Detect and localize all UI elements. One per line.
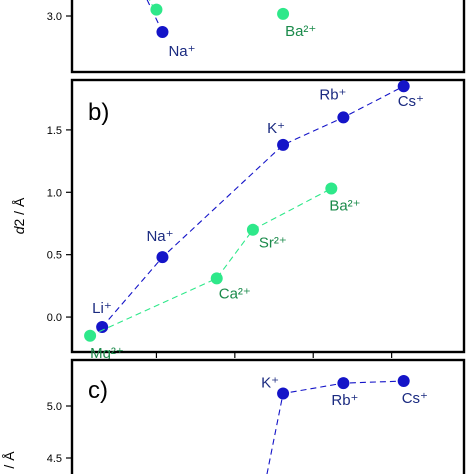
panel-b-frame bbox=[70, 78, 466, 354]
panel-c-point bbox=[397, 375, 410, 388]
panel-b-series-0-line bbox=[101, 85, 404, 328]
panel-b-point bbox=[246, 223, 259, 236]
panel-b-ytick-label: 1.0 bbox=[47, 187, 62, 199]
panel-b-point-label: Li⁺ bbox=[92, 300, 112, 317]
panel-c-frame bbox=[70, 358, 466, 474]
panel-b-point-label: Ba²⁺ bbox=[329, 198, 360, 215]
panel-c-label: c) bbox=[88, 377, 108, 404]
panel-a-frame bbox=[70, 0, 466, 74]
panel-c: 4.5 5.0 c) / Å K⁺ Rb⁺ Cs⁺ bbox=[1, 358, 466, 474]
panel-b-point bbox=[277, 138, 290, 151]
panel-b-point-label: Ca²⁺ bbox=[219, 285, 251, 302]
panel-b-point bbox=[337, 111, 350, 124]
panel-b-point bbox=[96, 321, 109, 334]
panel-b-ylabel: d2 / Å bbox=[11, 197, 27, 234]
panel-b-point-label: Mg²⁺ bbox=[90, 345, 124, 362]
panel-b-ytick-label: 0.0 bbox=[47, 312, 62, 324]
panel-b-point-label: K⁺ bbox=[267, 120, 285, 137]
panel-b-ytick-label: 1.5 bbox=[47, 125, 62, 137]
panel-b-point bbox=[325, 182, 338, 195]
panel-b-series-1-line bbox=[89, 188, 332, 337]
panel-a-point-na bbox=[156, 26, 169, 39]
panel-b-point bbox=[84, 329, 97, 342]
panel-c-point bbox=[337, 377, 350, 390]
panel-b-point-label: Rb⁺ bbox=[319, 86, 346, 103]
panel-c-point-label: Rb⁺ bbox=[331, 392, 358, 409]
panel-a: 3.0 Na⁺ Ba²⁺ bbox=[47, 0, 466, 74]
panel-b-point-label: Sr²⁺ bbox=[259, 235, 287, 252]
panel-b-point bbox=[156, 251, 169, 264]
panel-b-point-label: Cs⁺ bbox=[398, 93, 424, 110]
panel-c-ytick-label: 4.5 bbox=[47, 453, 62, 465]
panel-c-ytick-label: 5.0 bbox=[47, 401, 62, 413]
panel-c-ylabel-fragment: / Å bbox=[1, 451, 17, 469]
panel-a-label-ba: Ba²⁺ bbox=[285, 23, 316, 40]
panel-b-point bbox=[397, 80, 410, 93]
panel-a-label-na: Na⁺ bbox=[168, 43, 195, 60]
panel-c-series-line bbox=[266, 380, 404, 474]
panel-a-ytick-label: 3.0 bbox=[47, 11, 62, 23]
panel-a-point-ba bbox=[277, 7, 290, 20]
panel-b-label: b) bbox=[88, 99, 109, 126]
panel-c-point bbox=[277, 387, 290, 400]
panel-a-green-point bbox=[150, 3, 163, 16]
panel-c-point-label: K⁺ bbox=[261, 375, 279, 392]
panel-b-point-label: Na⁺ bbox=[146, 228, 173, 245]
panel-b-point bbox=[210, 272, 223, 285]
panel-c-point-label: Cs⁺ bbox=[402, 390, 428, 407]
panel-b: 0.0 0.5 1.0 1.5 b) d2 / Å Li⁺ Na⁺ K⁺ Rb⁺ Cs⁺ Mg²⁺ Ca… bbox=[11, 78, 466, 362]
panel-b-ytick-label: 0.5 bbox=[47, 250, 62, 262]
